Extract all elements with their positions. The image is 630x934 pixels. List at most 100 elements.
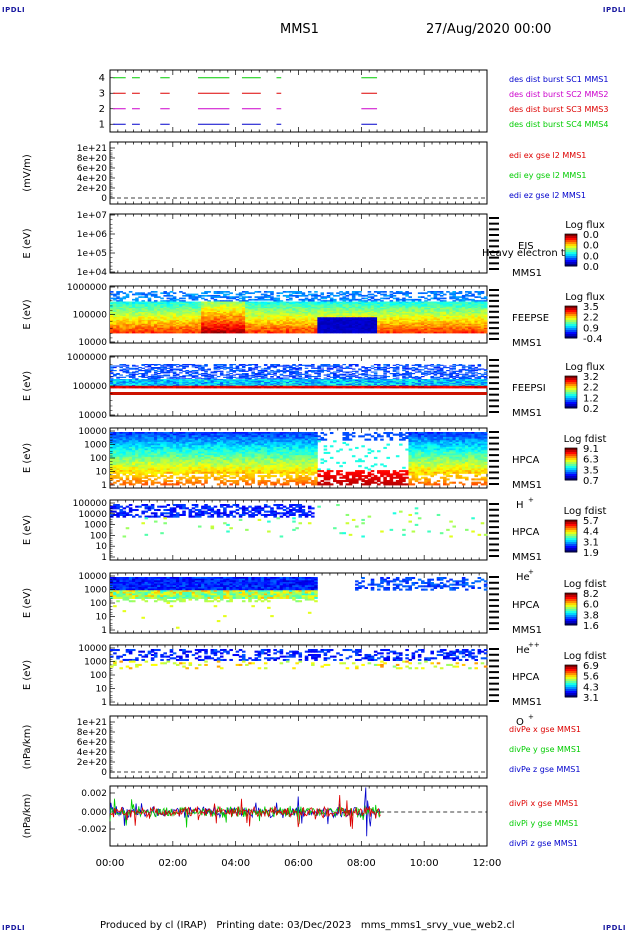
feepse-cell: [150, 302, 155, 305]
feepse-cell: [285, 308, 290, 310]
feepse-cell: [342, 318, 347, 321]
feepse-cell: [276, 306, 281, 309]
feepse-cell: [122, 301, 127, 304]
feepse-cell: [386, 319, 391, 322]
feepse-cell: [392, 306, 397, 309]
feepse-cell: [411, 321, 416, 323]
feepse-cell: [150, 313, 155, 316]
feepse-cell: [292, 301, 296, 304]
feepse-cell: [311, 315, 315, 318]
feepse-cell: [116, 305, 120, 308]
feepsi-cell: [405, 373, 409, 375]
feepse-cell: [323, 325, 328, 327]
feepsi-cell: [408, 368, 412, 370]
feepse-cell: [235, 293, 240, 296]
feepse-cell: [207, 304, 211, 306]
feepse-cell: [386, 306, 391, 309]
feepse-cell: [414, 313, 419, 316]
feepse-cell: [169, 331, 174, 334]
feepsi-cell: [392, 370, 397, 372]
feepse-cell: [458, 330, 463, 333]
feepse-cell: [295, 323, 299, 326]
feepse-cell: [197, 313, 202, 316]
feepsi-cell: [317, 367, 321, 369]
feepse-cell: [358, 310, 362, 313]
feepse-cell: [241, 315, 246, 318]
feepse-cell: [355, 312, 359, 314]
feepse-cell: [235, 309, 240, 312]
feepse-cell: [345, 313, 350, 316]
feepse-cell: [377, 319, 381, 322]
eis-cb-band: [565, 242, 577, 245]
feepse-cell: [314, 325, 318, 327]
feepse-cell: [358, 306, 362, 309]
feepse-cell: [245, 300, 249, 302]
feepsi-cell: [267, 366, 271, 368]
feepse-cell: [216, 302, 221, 305]
feepse-cell: [194, 321, 199, 323]
feepse-cell: [194, 314, 199, 317]
feepsi-cell: [395, 371, 400, 373]
feepse-cell: [276, 298, 281, 301]
feepsi-cell: [251, 371, 255, 373]
feepsi-cell: [169, 369, 174, 371]
feepse-cell: [395, 301, 400, 304]
feepse-cell: [367, 319, 372, 322]
feepse-cell: [433, 315, 438, 318]
feepse-cell: [135, 329, 139, 331]
feepse-cell: [480, 313, 485, 316]
feepse-cell: [311, 300, 315, 302]
feepsi-cell: [355, 364, 359, 366]
feepse-cell: [389, 296, 394, 298]
feepse-cell: [226, 293, 230, 296]
feepsi-cell: [153, 370, 158, 372]
feepse-cell: [263, 306, 268, 309]
feepse-cell: [157, 308, 161, 310]
feepsi-cell: [157, 364, 161, 366]
feepse-cell: [219, 306, 224, 309]
feepse-cell: [417, 308, 422, 310]
feepse-cell: [329, 321, 334, 323]
feepsi-cell: [141, 373, 145, 375]
feepse-cell: [279, 327, 284, 330]
feepse-cell: [260, 310, 265, 313]
feepsi-cell: [119, 365, 123, 367]
feepsi-cell: [110, 372, 114, 374]
feepse-cell: [194, 302, 199, 305]
feepse-cell: [223, 323, 227, 326]
feepse-cell: [116, 319, 120, 322]
feepse-cell: [267, 317, 271, 319]
feepse-cell: [207, 309, 211, 312]
feepse-cell: [263, 323, 268, 326]
feepse-cell: [135, 309, 139, 312]
feepsi-cell: [292, 364, 296, 366]
feepse-cell: [248, 315, 252, 318]
feepse-cell: [417, 296, 422, 298]
feepse-cell: [443, 309, 447, 312]
feepse-cell: [345, 322, 350, 325]
feepse-cell: [116, 330, 120, 333]
feepse-cell: [204, 308, 208, 310]
feepsi-cell: [320, 366, 325, 368]
feepse-cell: [141, 296, 145, 298]
feepsi-cell: [232, 370, 237, 372]
feepse-cell: [226, 309, 230, 312]
feepse-cell: [166, 315, 171, 318]
feepse-cell: [367, 330, 372, 333]
feepse-cell: [329, 304, 334, 306]
feepse-cell: [311, 308, 315, 310]
feepse-cell: [483, 318, 488, 321]
feepsi-cell: [395, 367, 400, 369]
feepse-cell: [430, 312, 434, 314]
feepse-cell: [295, 329, 299, 331]
feepse-cell: [276, 292, 281, 295]
feepse-cell: [427, 305, 431, 308]
feepsi-cell: [144, 364, 149, 366]
feepse-cell: [185, 313, 189, 316]
feepse-cell: [110, 304, 114, 306]
feepse-cell: [216, 325, 221, 327]
feepse-cell: [461, 301, 466, 304]
feepse-cell: [461, 326, 466, 329]
feepse-cell: [169, 297, 174, 300]
feepse-cell: [427, 313, 431, 316]
